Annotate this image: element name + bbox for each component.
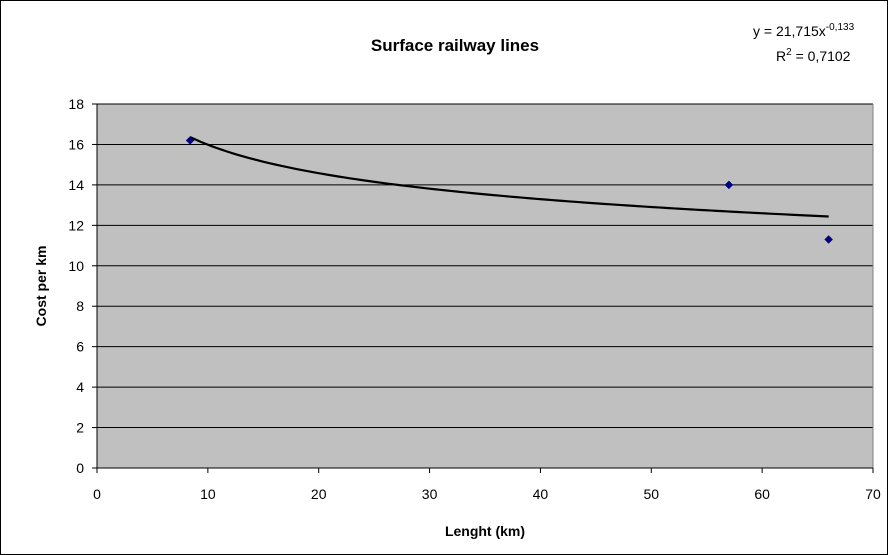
r-squared-exponent: 2 [786, 47, 792, 58]
r-squared-annotation: R2 = 0,7102 [776, 47, 851, 64]
trendline-equation-exponent: -0,133 [826, 22, 855, 33]
x-tick-label-30: 30 [422, 486, 438, 502]
y-tick-label-12: 12 [68, 217, 84, 233]
y-axis-label: Cost per km [33, 246, 49, 327]
plot-layer [97, 104, 873, 468]
x-tick-label-40: 40 [533, 486, 549, 502]
y-tick-label-4: 4 [76, 379, 84, 395]
y-tick-label-6: 6 [76, 339, 84, 355]
axes-layer [92, 103, 874, 473]
r-squared-symbol: R [776, 48, 786, 64]
trend-layer [189, 136, 829, 218]
points-layer [185, 136, 834, 244]
y-tick-label-14: 14 [68, 177, 84, 193]
y-tick-label-18: 18 [68, 96, 84, 112]
data-point-1 [185, 136, 195, 145]
power-trendline [189, 136, 829, 218]
chart-title: Surface railway lines [371, 36, 539, 55]
x-tick-label-20: 20 [311, 486, 327, 502]
trendline-equation-base: y = 21,715x [753, 23, 826, 39]
y-tick-label-8: 8 [76, 298, 84, 314]
tick-labels: 0 2 4 6 8 10 12 14 16 18 0 10 20 30 40 50 60 70 [68, 96, 881, 502]
grid-layer [97, 103, 873, 429]
plot-area [97, 104, 873, 468]
x-tick-label-10: 10 [200, 486, 216, 502]
x-axis-label: Lenght (km) [445, 523, 525, 539]
data-point-2 [724, 180, 734, 190]
r-squared-value: = 0,7102 [792, 48, 851, 64]
x-tick-label-50: 50 [643, 486, 659, 502]
x-tick-label-70: 70 [865, 486, 881, 502]
y-tick-label-0: 0 [76, 460, 84, 476]
y-tick-label-10: 10 [68, 258, 84, 274]
y-tick-label-16: 16 [68, 136, 84, 152]
x-tick-label-60: 60 [754, 486, 770, 502]
x-tick-label-0: 0 [93, 486, 101, 502]
trendline-equation: y = 21,715x-0,133 [753, 22, 855, 39]
y-tick-label-2: 2 [76, 420, 84, 436]
data-point-3 [824, 235, 834, 244]
